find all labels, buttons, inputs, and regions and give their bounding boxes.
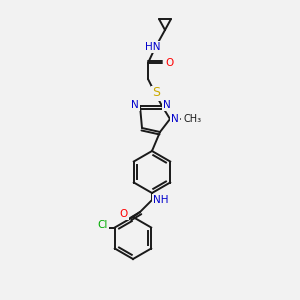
Text: HN: HN <box>145 42 161 52</box>
Text: NH: NH <box>153 195 169 205</box>
Text: O: O <box>120 209 128 219</box>
Text: N: N <box>131 100 139 110</box>
Text: O: O <box>165 58 173 68</box>
Text: Cl: Cl <box>98 220 108 230</box>
Text: N: N <box>163 100 171 110</box>
Text: S: S <box>152 86 160 100</box>
Text: N: N <box>171 114 179 124</box>
Text: CH₃: CH₃ <box>184 114 202 124</box>
